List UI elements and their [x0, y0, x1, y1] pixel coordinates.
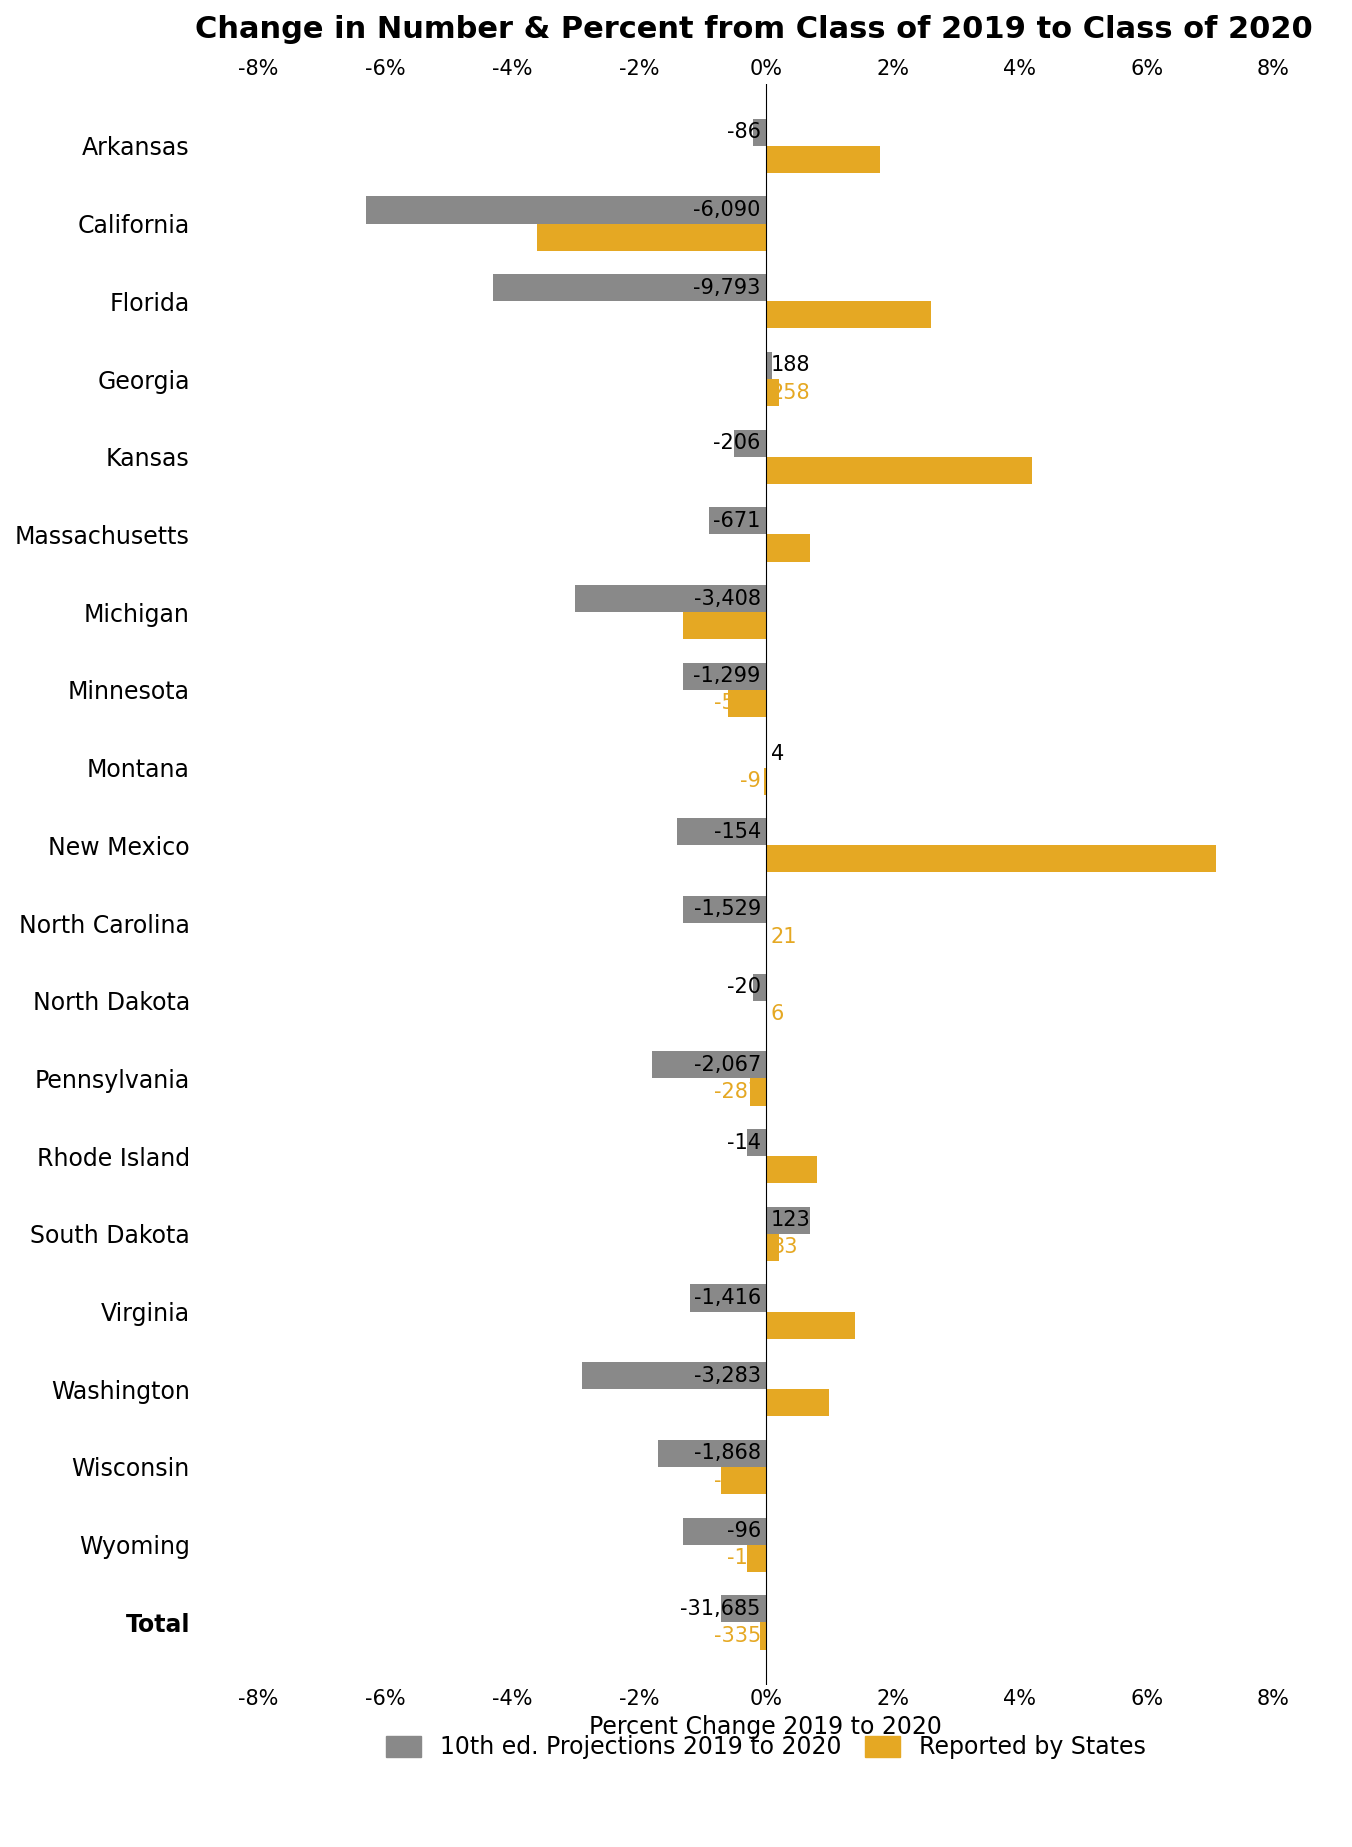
Bar	[652, 1051, 765, 1079]
Bar	[683, 663, 765, 691]
Text: -10,669: -10,669	[680, 227, 761, 247]
Text: 188: 188	[771, 355, 810, 375]
Bar	[765, 1156, 817, 1184]
Text: -3,283: -3,283	[694, 1365, 761, 1385]
Bar	[765, 1311, 854, 1339]
Text: -2,067: -2,067	[694, 1055, 761, 1075]
Bar	[366, 196, 765, 223]
Text: 1,100: 1,100	[771, 1393, 830, 1413]
Text: 36: 36	[771, 1160, 798, 1180]
Text: 123: 123	[771, 1210, 811, 1230]
Text: 1,683: 1,683	[771, 1315, 830, 1335]
Bar	[683, 896, 765, 924]
Text: -554: -554	[714, 693, 761, 713]
Bar	[765, 456, 1033, 484]
Text: -753: -753	[714, 1470, 761, 1491]
Text: 491: 491	[771, 537, 811, 558]
Bar	[722, 1467, 765, 1494]
Bar	[690, 1284, 765, 1311]
Text: Change in Number & Percent from Class of 2019 to Class of 2020: Change in Number & Percent from Class of…	[195, 15, 1313, 44]
Text: 258: 258	[771, 382, 811, 403]
Bar	[677, 818, 765, 846]
Text: -3,408: -3,408	[694, 589, 761, 608]
Bar	[765, 379, 779, 406]
Bar	[658, 1441, 765, 1467]
Text: 33: 33	[771, 1237, 798, 1258]
Text: -6,090: -6,090	[694, 199, 761, 220]
Bar	[753, 973, 765, 1001]
Text: 1,444: 1,444	[771, 850, 830, 868]
Bar	[537, 223, 765, 251]
Bar	[765, 301, 932, 329]
Text: 4: 4	[771, 744, 784, 765]
Bar	[753, 118, 765, 146]
Text: -20: -20	[727, 977, 761, 997]
Bar	[683, 611, 765, 639]
Bar	[708, 508, 765, 534]
Text: 1,769: 1,769	[771, 460, 831, 480]
Text: -154: -154	[714, 822, 761, 842]
Text: 5,983: 5,983	[771, 305, 830, 325]
Bar	[765, 351, 772, 379]
X-axis label: Percent Change 2019 to 2020: Percent Change 2019 to 2020	[589, 1716, 942, 1740]
Bar	[734, 430, 765, 456]
Bar	[760, 1622, 765, 1649]
Bar	[765, 1234, 779, 1262]
Bar	[765, 534, 810, 561]
Text: 660: 660	[771, 150, 811, 170]
Text: 21: 21	[771, 927, 798, 948]
Text: -19: -19	[726, 1548, 761, 1568]
Text: -86: -86	[727, 122, 761, 142]
Bar	[765, 146, 880, 174]
Text: -1,528: -1,528	[694, 615, 761, 635]
Text: -287: -287	[714, 1082, 761, 1103]
Bar	[746, 1129, 765, 1156]
Text: -206: -206	[714, 432, 761, 453]
Text: -96: -96	[726, 1522, 761, 1540]
Bar	[493, 273, 765, 301]
Text: -9,793: -9,793	[694, 277, 761, 297]
Bar	[765, 846, 1217, 872]
Text: -671: -671	[714, 512, 761, 530]
Bar	[722, 1596, 765, 1622]
Bar	[576, 585, 765, 611]
Bar	[765, 1389, 829, 1417]
Text: -14: -14	[727, 1132, 761, 1153]
Text: -1,299: -1,299	[694, 667, 761, 687]
Bar	[764, 768, 765, 794]
Bar	[765, 1206, 810, 1234]
Bar	[746, 1544, 765, 1572]
Bar	[727, 691, 765, 717]
Text: -9: -9	[740, 772, 761, 791]
Bar	[581, 1361, 765, 1389]
Text: -1,868: -1,868	[694, 1443, 761, 1463]
Bar	[683, 1518, 765, 1544]
Text: -335: -335	[714, 1625, 761, 1646]
Text: 6: 6	[771, 1005, 784, 1025]
Bar	[750, 1079, 765, 1106]
Text: -31,685: -31,685	[680, 1600, 761, 1618]
Legend: 10th ed. Projections 2019 to 2020, Reported by States: 10th ed. Projections 2019 to 2020, Repor…	[376, 1725, 1156, 1769]
Text: -1,529: -1,529	[694, 899, 761, 920]
Text: -1,416: -1,416	[694, 1287, 761, 1308]
